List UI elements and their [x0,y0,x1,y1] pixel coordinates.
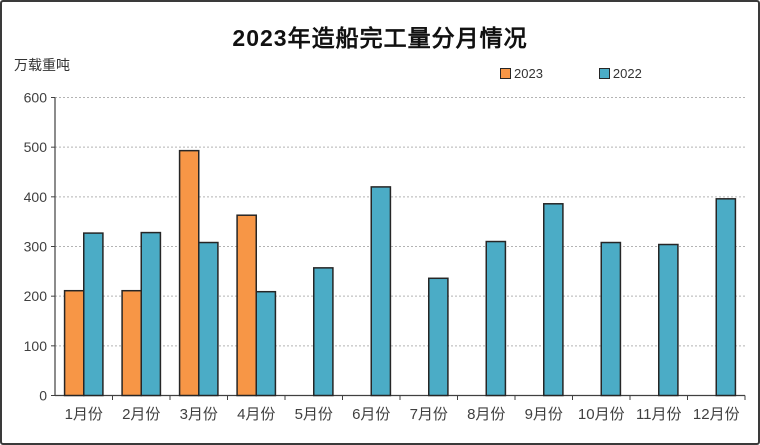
x-tick-label-4月份: 4月份 [237,406,275,423]
y-tick-label-400: 400 [24,189,48,205]
legend-item-2022: 2022 [598,66,642,81]
y-tick-label-200: 200 [24,288,48,304]
bar-2023-2月份 [121,289,143,397]
bar-2022-10月份 [600,241,622,397]
bar-2023-4月份 [236,214,257,397]
bar-2022-5月份 [313,267,334,397]
bar-2022-1月份 [83,232,104,397]
bar-2022-7月份 [428,277,449,397]
y-tick-label-0: 0 [39,388,47,404]
x-tick-label-6月份: 6月份 [352,406,390,423]
bar-2023-1月份 [63,289,85,397]
legend-label-2023: 2023 [514,66,543,81]
x-tick-label-7月份: 7月份 [410,406,448,423]
y-tick-label-500: 500 [24,139,48,155]
x-tick-label-9月份: 9月份 [525,406,563,423]
bar-2022-2月份 [140,231,162,397]
y-tick-label-100: 100 [24,338,48,354]
legend-label-2022: 2022 [612,66,642,81]
x-tick-label-5月份: 5月份 [295,406,333,423]
bar-2022-4月份 [255,290,277,397]
y-tick-label-600: 600 [24,90,48,106]
x-tick-label-11月份: 11月份 [636,406,682,423]
bar-2022-9月份 [543,203,564,397]
x-tick-label-3月份: 3月份 [180,406,218,423]
bar-2022-11月份 [658,243,679,397]
legend-swatch-2023-icon [500,68,511,79]
legend-swatch-2022-icon [598,68,610,79]
bar-2022-6月份 [370,186,392,397]
bar-2022-8月份 [485,240,507,397]
bar-2022-3月份 [198,241,219,397]
legend-item-2023: 2023 [500,66,543,81]
bar-2023-3月份 [178,149,200,397]
x-tick-label-12月份: 12月份 [693,406,740,423]
chart-title: 2023年造船完工量分月情况 [232,25,528,51]
x-tick-label-2月份: 2月份 [122,406,160,423]
legend: 2023 2022 [500,66,642,81]
x-tick-label-10月份: 10月份 [578,406,625,423]
y-tick-label-300: 300 [24,239,48,255]
bar-2022-12月份 [715,198,737,397]
x-tick-label-1月份: 1月份 [65,406,103,423]
x-tick-label-8月份: 8月份 [467,406,505,423]
y-axis-unit-label: 万载重吨 [14,57,70,73]
